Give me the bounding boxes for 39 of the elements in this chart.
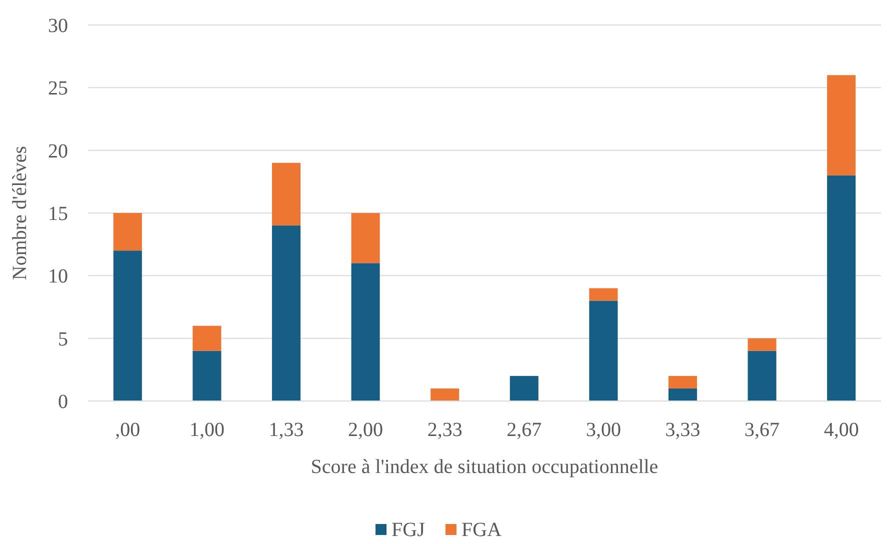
x-tick-label: 2,67 [506, 419, 542, 441]
y-tick-label: 10 [48, 266, 68, 288]
y-axis-title: Nombre d'élèves [9, 146, 31, 280]
y-tick-label: 15 [48, 203, 68, 225]
bar [192, 350, 222, 401]
bar [589, 300, 618, 401]
x-tick-label: 2,33 [427, 419, 462, 441]
bar [827, 175, 856, 401]
x-tick-label: ,00 [115, 419, 140, 441]
bar [589, 288, 618, 301]
bar [113, 213, 142, 251]
x-axis-title: Score à l'index de situation occupationnelle [310, 456, 658, 478]
bar [668, 388, 698, 401]
bar [113, 250, 142, 401]
bar [272, 162, 301, 226]
x-tick-label: 2,00 [348, 419, 384, 441]
bar [748, 338, 776, 351]
y-tick-label: 30 [48, 15, 68, 37]
bar [430, 388, 460, 401]
x-tick-label: 3,33 [665, 419, 700, 441]
y-tick-label: 20 [48, 140, 68, 162]
x-tick-label: 3,00 [586, 419, 621, 441]
x-tick-label: 3,67 [744, 419, 780, 441]
y-tick-label: 0 [58, 391, 68, 413]
x-tick-label: 1,00 [189, 419, 224, 441]
legend-label: FGJ [392, 519, 426, 541]
bar [192, 326, 222, 351]
y-tick-label: 5 [58, 328, 68, 350]
y-tick-label: 25 [48, 78, 68, 100]
bar [351, 213, 380, 264]
bar [351, 263, 380, 401]
bar [748, 350, 776, 401]
bar [510, 376, 538, 401]
legend-label: FGA [462, 519, 502, 541]
bar [272, 226, 301, 401]
x-tick-label: 1,33 [268, 419, 304, 441]
x-tick-label: 4,00 [824, 419, 859, 441]
bar [668, 376, 698, 388]
bar [827, 75, 856, 176]
